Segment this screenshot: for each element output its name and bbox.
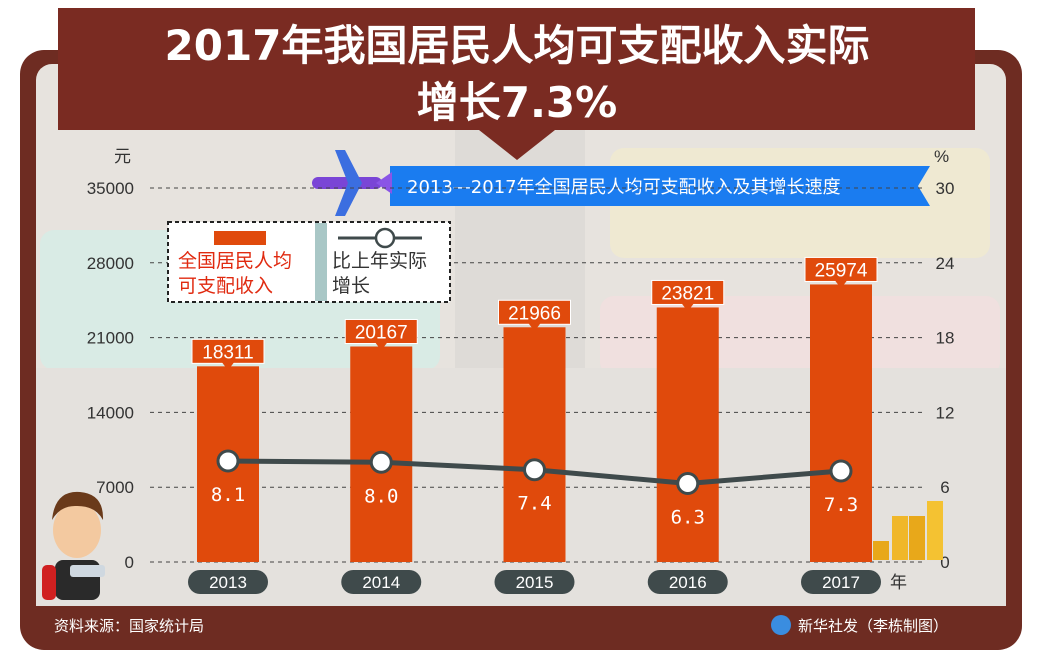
- y2-tick-label: 6: [940, 478, 949, 497]
- growth-point-2014: [369, 450, 393, 474]
- legend-bar-label-2: 可支配收入: [178, 275, 273, 297]
- y2-tick-label: 30: [936, 179, 955, 198]
- y-tick-label: 14000: [87, 403, 134, 422]
- title-banner: [58, 8, 975, 160]
- bar-value-pointer: [375, 342, 388, 351]
- businessman-illustration: [42, 491, 105, 600]
- x-tick-label: 2014: [362, 573, 400, 592]
- bar-value-pointer: [681, 303, 694, 312]
- title-line-2: 增长7.3%: [417, 78, 618, 127]
- growth-value-label: 7.4: [517, 493, 551, 515]
- x-tick-label-pill: [341, 570, 422, 594]
- growth-point-2016: [676, 471, 700, 495]
- growth-value-label: 8.0: [364, 485, 398, 507]
- y-axis-unit: 元: [114, 147, 131, 166]
- y2-tick-label: 0: [940, 553, 949, 572]
- growth-value-label: 6.3: [671, 506, 705, 528]
- y-tick-label: 28000: [87, 254, 134, 273]
- y2-tick-label: 24: [936, 254, 955, 273]
- legend-bar-swatch: [214, 231, 266, 245]
- bar-2017: [810, 284, 872, 562]
- legend-line-label-1: 比上年实际: [332, 250, 427, 272]
- x-axis-unit: 年: [890, 573, 907, 592]
- subtitle-ribbon: [390, 166, 930, 206]
- y-tick-label: 35000: [87, 179, 134, 198]
- x-tick-label-pill: [188, 570, 268, 594]
- bar-value-pointer: [835, 280, 847, 289]
- bar-value-box: [191, 338, 265, 364]
- bar-value-label: 25974: [815, 260, 868, 281]
- source-note: 资料来源：国家统计局: [54, 617, 204, 635]
- growth-point-2017: [829, 459, 853, 483]
- x-tick-label-pill: [647, 570, 728, 594]
- bar-value-label: 18311: [202, 342, 253, 363]
- coin-stacks-icon: [873, 501, 943, 560]
- x-tick-label: 2017: [822, 573, 860, 592]
- y2-tick-label: 18: [936, 329, 955, 348]
- x-tick-label-pill: [494, 570, 575, 594]
- x-tick-label: 2013: [209, 573, 247, 592]
- growth-point-2015: [523, 458, 546, 482]
- legend-line-label-2: 增长: [332, 275, 370, 297]
- y-tick-label: 21000: [87, 329, 134, 348]
- airplane-icon: [312, 150, 392, 216]
- bar-value-label: 23821: [661, 283, 714, 304]
- x-tick-label: 2016: [669, 573, 707, 592]
- bar-2016: [656, 307, 719, 562]
- y2-tick-label: 12: [936, 403, 955, 422]
- legend: 全国居民人均 可支配收入 比上年实际 增长: [167, 221, 451, 303]
- growth-value-label: 7.3: [824, 494, 858, 516]
- y2-axis-unit: %: [934, 147, 949, 166]
- xinhua-logo-icon: [771, 615, 791, 635]
- bar-value-box: [651, 279, 725, 305]
- bar-value-box: [804, 256, 878, 282]
- bar-value-label: 20167: [355, 323, 408, 344]
- growth-value-label: 8.1: [211, 484, 245, 506]
- credit-note: 新华社发（李栋制图）: [798, 617, 948, 635]
- y-tick-label: 0: [125, 553, 134, 572]
- bar-value-label: 21966: [508, 303, 561, 324]
- x-tick-label: 2015: [516, 573, 554, 592]
- growth-point-2013: [216, 449, 240, 473]
- y-tick-label: 7000: [96, 478, 134, 497]
- legend-bar-label-1: 全国居民人均: [178, 250, 292, 272]
- x-tick-label-pill: [801, 570, 881, 594]
- bar-value-pointer: [528, 323, 541, 332]
- title-line-1: 2017年我国居民人均可支配收入实际: [165, 21, 870, 70]
- bar-value-pointer: [222, 362, 234, 371]
- bar-2015: [503, 327, 566, 562]
- bar-value-box: [498, 299, 571, 325]
